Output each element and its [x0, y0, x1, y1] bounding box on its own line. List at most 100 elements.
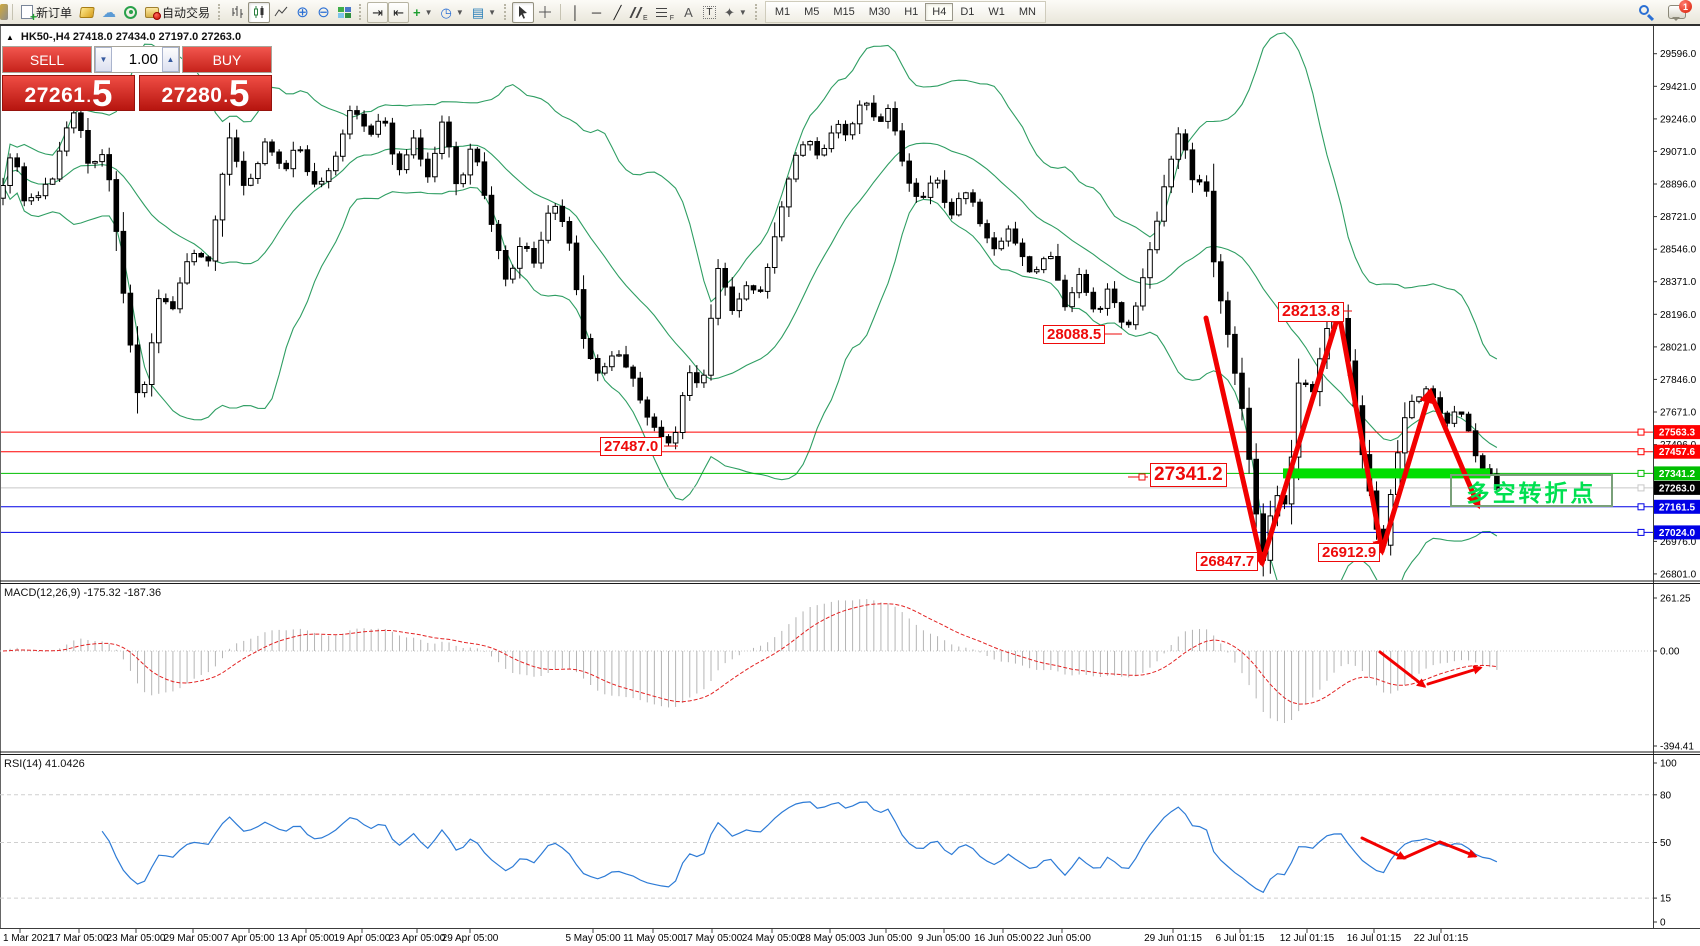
- arrows-tool[interactable]: ✦ ▼: [720, 2, 751, 23]
- bid-last-digit: 5: [91, 73, 113, 114]
- price-axis-label: 28371.0: [1660, 277, 1697, 288]
- timeframe-h1[interactable]: H1: [904, 6, 919, 18]
- signals-button[interactable]: [120, 2, 141, 23]
- dropdown-caret-icon: ▼: [424, 7, 433, 17]
- price-annotation[interactable]: 28213.8: [1278, 302, 1344, 323]
- collapse-panel-icon[interactable]: ▲: [6, 32, 14, 42]
- sell-button[interactable]: SELL: [2, 46, 92, 73]
- time-axis-label: 19 Apr 05:00: [334, 933, 391, 944]
- crosshair-icon: [539, 6, 552, 18]
- bid-main-digits: 27261: [24, 84, 86, 107]
- chart-shift-button[interactable]: ⇤: [388, 1, 410, 23]
- arrows-icon: ✦: [723, 4, 735, 20]
- crosshair-button[interactable]: [534, 2, 556, 23]
- macd-histogram: [9, 599, 1498, 723]
- timeframe-d1[interactable]: D1: [960, 6, 975, 18]
- candlestick-chart-button[interactable]: [248, 1, 271, 23]
- template-icon: ▤: [471, 4, 485, 20]
- chat-icon[interactable]: 1: [1668, 0, 1692, 21]
- cloud-icon: ☁: [102, 4, 117, 20]
- price-axis-label: 26976.0: [1660, 537, 1697, 548]
- text-tool[interactable]: A: [678, 2, 699, 23]
- time-axis-label: 16 Jul 01:15: [1347, 933, 1402, 944]
- clipped-toolbar-icon[interactable]: [0, 4, 8, 20]
- bar-chart-button[interactable]: [226, 2, 248, 23]
- search-icon[interactable]: [1638, 4, 1655, 22]
- timeframe-mn[interactable]: MN: [1018, 6, 1036, 18]
- time-axis-label: 29 Mar 05:00: [164, 933, 223, 944]
- zoom-out-button[interactable]: ⊖: [313, 2, 334, 23]
- price-annotation[interactable]: 26912.9: [1318, 543, 1381, 563]
- cursor-button[interactable]: [512, 1, 535, 23]
- rsi-label: RSI(14) 41.0426: [4, 758, 85, 770]
- time-axis-label: 17 Mar 05:00: [50, 933, 109, 944]
- zoom-in-button[interactable]: ⊕: [292, 2, 313, 23]
- lot-size-value[interactable]: 1.00: [128, 51, 158, 68]
- price-tag: [1654, 525, 1700, 540]
- fibonacci-tool[interactable]: F: [652, 2, 678, 23]
- clock-icon: ◷: [440, 4, 452, 20]
- auto-trading-label: 自动交易: [162, 5, 211, 20]
- timeframe-h4[interactable]: H4: [925, 3, 954, 21]
- new-order-label: 新订单: [36, 5, 73, 20]
- community-button[interactable]: ☁: [98, 2, 120, 23]
- price-annotation[interactable]: 27487.0: [600, 437, 663, 457]
- ask-price-box[interactable]: 27280. 5: [139, 75, 272, 112]
- rsi-scale-label: 15: [1660, 894, 1672, 905]
- macd-scale-label: 261.25: [1660, 594, 1691, 605]
- time-axis-label: 28 May 05:00: [800, 933, 861, 944]
- ask-decimal-dot: .: [223, 89, 228, 106]
- indicator-arrows[interactable]: [1360, 650, 1483, 860]
- price-axis-label: 28721.0: [1660, 212, 1697, 223]
- time-axis-label: 1 Mar 2021: [3, 933, 54, 944]
- text-label-tool[interactable]: T: [699, 2, 720, 23]
- buy-button[interactable]: BUY: [182, 46, 272, 73]
- time-axis-label: 29 Apr 05:00: [442, 933, 499, 944]
- zoom-in-icon: ⊕: [296, 3, 309, 21]
- dropdown-caret-icon: ▼: [455, 7, 464, 17]
- bid-price-box[interactable]: 27261. 5: [2, 73, 135, 114]
- toolbar-separator: [12, 4, 13, 20]
- line-chart-button[interactable]: [270, 2, 292, 23]
- lot-increase-button[interactable]: ▲: [162, 47, 179, 72]
- price-axis-label: 27671.0: [1660, 408, 1697, 419]
- trend-arrows[interactable]: [1203, 308, 1481, 568]
- horizontal-line-icon: ─: [591, 4, 602, 20]
- toolbar: + 新订单 ☁ 自动交易 ⊕ ⊖ ⇥ ⇤ + ▼ ◷ ▼ ▤ ▼ │ ─ ╱ E F …: [0, 0, 1700, 26]
- vertical-line-tool[interactable]: │: [565, 2, 586, 23]
- timeframe-m15[interactable]: M15: [833, 6, 855, 18]
- zoom-out-icon: ⊖: [317, 3, 330, 21]
- auto-trading-button[interactable]: 自动交易: [141, 2, 214, 23]
- chart-canvas[interactable]: 29596.0 29421.0 29246.0 29071.0 28896.0 28721…: [0, 26, 1700, 946]
- profiles-button[interactable]: [76, 2, 98, 23]
- timeframe-m30[interactable]: M30: [868, 6, 891, 18]
- auto-trading-icon: [145, 6, 162, 20]
- tile-windows-button[interactable]: [334, 2, 355, 23]
- rsi-scale-label: 0: [1660, 918, 1666, 929]
- price-annotation[interactable]: 27341.2: [1150, 463, 1227, 487]
- line-chart-icon: [274, 6, 288, 17]
- support-zone-bar[interactable]: [1283, 468, 1490, 479]
- trendline-tool[interactable]: ╱: [607, 2, 628, 23]
- indicators-icon: +: [413, 4, 421, 20]
- annotation-leaders: [664, 310, 1352, 481]
- toolbar-separator: [560, 4, 562, 20]
- time-axis-label: 22 Jul 01:15: [1414, 933, 1469, 944]
- lot-decrease-button[interactable]: ▼: [95, 47, 112, 72]
- channel-tool[interactable]: E: [628, 2, 652, 23]
- indicators-button[interactable]: + ▼: [409, 2, 437, 23]
- periods-button[interactable]: ◷ ▼: [437, 2, 468, 23]
- turning-point-note[interactable]: 多空转折点: [1450, 474, 1613, 507]
- rsi-line: [101, 801, 1498, 894]
- price-axis-label: 29071.0: [1660, 147, 1697, 158]
- horizontal-line-tool[interactable]: ─: [586, 2, 607, 23]
- timeframe-w1[interactable]: W1: [988, 6, 1005, 18]
- timeframe-m1[interactable]: M1: [774, 6, 791, 18]
- price-annotation[interactable]: 28088.5: [1043, 325, 1106, 345]
- templates-button[interactable]: ▤ ▼: [468, 2, 500, 23]
- auto-scroll-button[interactable]: ⇥: [367, 1, 389, 23]
- timeframe-m5[interactable]: M5: [804, 6, 820, 18]
- notification-badge: 1: [1679, 0, 1692, 13]
- new-order-button[interactable]: + 新订单: [17, 2, 76, 23]
- price-annotation[interactable]: 26847.7: [1196, 552, 1259, 572]
